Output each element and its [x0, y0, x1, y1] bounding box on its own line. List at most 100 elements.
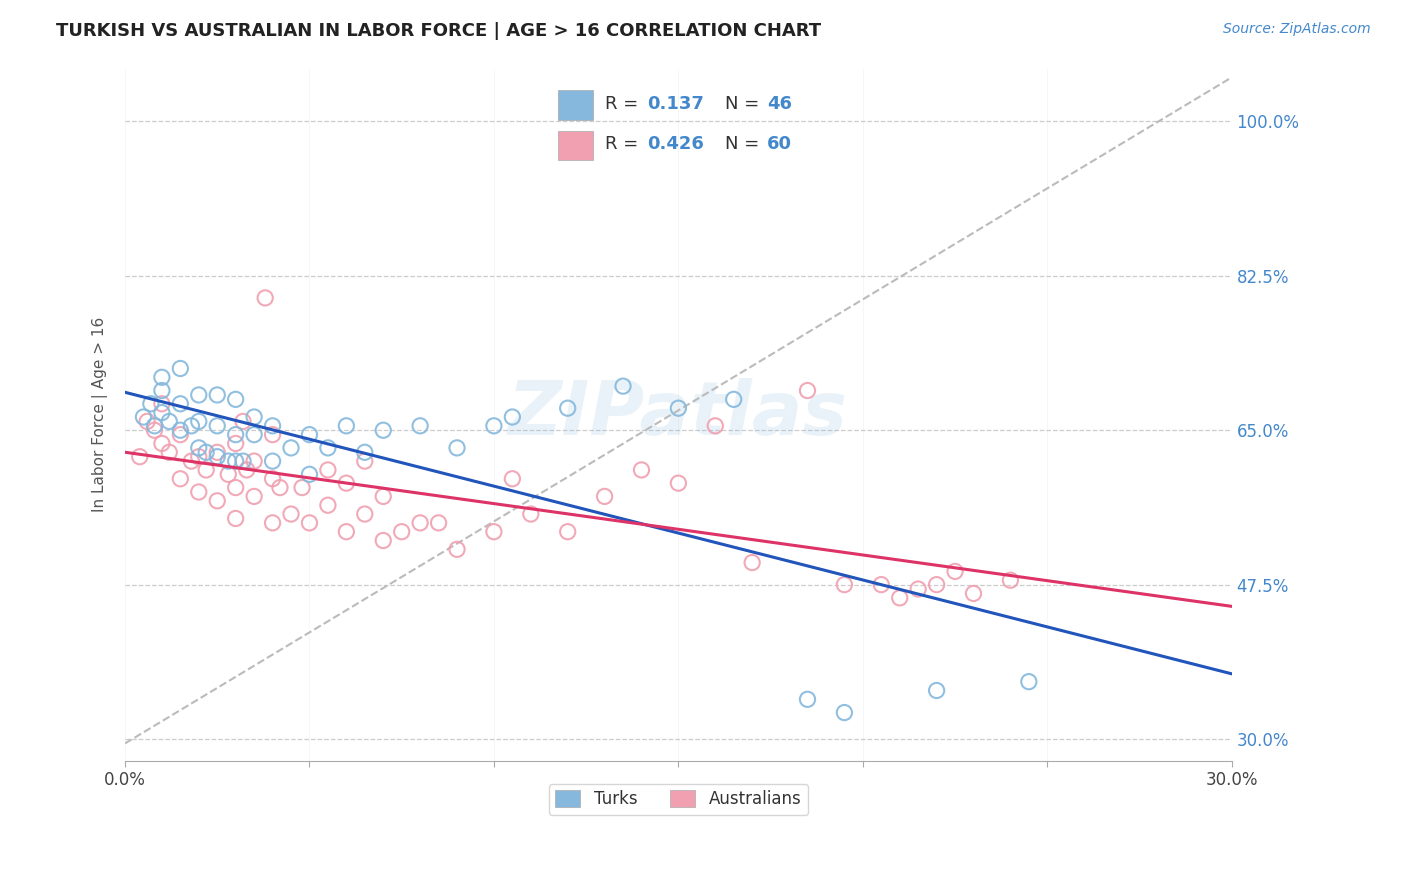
Point [262, 516, 284, 530]
Point [262, 427, 284, 442]
Point [225, 511, 247, 525]
Point [243, 409, 266, 424]
Point [335, 418, 357, 433]
Point [427, 516, 450, 530]
Point [316, 498, 339, 512]
Point [150, 406, 173, 420]
Point [298, 427, 321, 442]
Point [143, 418, 166, 433]
Point [195, 445, 218, 459]
Point [373, 490, 395, 504]
Point [280, 507, 302, 521]
Point [391, 524, 413, 539]
Point [157, 414, 180, 428]
Point [482, 524, 505, 539]
Point [557, 524, 579, 539]
Point [225, 392, 247, 407]
Point [373, 423, 395, 437]
Point [925, 683, 948, 698]
Point [446, 441, 468, 455]
Point [235, 463, 257, 477]
Point [612, 379, 634, 393]
Point [482, 418, 505, 433]
Point [169, 427, 191, 442]
Point [232, 414, 254, 428]
Point [187, 414, 209, 428]
Point [150, 397, 173, 411]
Point [132, 409, 155, 424]
Point [409, 418, 432, 433]
Point [870, 577, 893, 591]
Text: Source: ZipAtlas.com: Source: ZipAtlas.com [1223, 22, 1371, 37]
Text: ZIPatlas: ZIPatlas [509, 378, 848, 451]
Point [243, 490, 266, 504]
Point [501, 409, 523, 424]
Point [262, 418, 284, 433]
Point [446, 542, 468, 557]
Point [1000, 573, 1022, 587]
Point [187, 388, 209, 402]
Point [796, 384, 818, 398]
Point [254, 291, 277, 305]
Point [520, 507, 543, 521]
Point [316, 441, 339, 455]
Point [373, 533, 395, 548]
Point [225, 454, 247, 468]
Point [225, 481, 247, 495]
Point [907, 582, 929, 596]
Point [150, 370, 173, 384]
Point [335, 476, 357, 491]
Point [225, 436, 247, 450]
Point [889, 591, 911, 605]
Point [262, 472, 284, 486]
Point [925, 577, 948, 591]
Point [150, 384, 173, 398]
Point [143, 423, 166, 437]
Point [353, 507, 375, 521]
Point [205, 445, 228, 459]
Point [128, 450, 150, 464]
Point [280, 441, 302, 455]
Point [180, 418, 202, 433]
Point [187, 441, 209, 455]
Point [169, 472, 191, 486]
Point [169, 361, 191, 376]
Point [262, 454, 284, 468]
Point [943, 565, 966, 579]
Point [298, 516, 321, 530]
Point [1018, 674, 1040, 689]
Point [316, 463, 339, 477]
Point [243, 454, 266, 468]
Point [180, 454, 202, 468]
Point [195, 463, 218, 477]
Point [243, 427, 266, 442]
Point [962, 586, 984, 600]
Point [298, 467, 321, 482]
Point [139, 397, 162, 411]
Y-axis label: In Labor Force | Age > 16: In Labor Force | Age > 16 [93, 318, 108, 512]
Point [187, 485, 209, 500]
Point [205, 418, 228, 433]
Point [630, 463, 652, 477]
Point [796, 692, 818, 706]
Point [217, 454, 239, 468]
Point [741, 556, 763, 570]
Point [409, 516, 432, 530]
Point [187, 450, 209, 464]
Point [353, 454, 375, 468]
Point [723, 392, 745, 407]
Point [704, 418, 727, 433]
Point [353, 445, 375, 459]
Point [150, 436, 173, 450]
Point [269, 481, 291, 495]
Point [169, 423, 191, 437]
Point [557, 401, 579, 416]
Point [291, 481, 314, 495]
Point [217, 467, 239, 482]
Point [593, 490, 616, 504]
Point [169, 397, 191, 411]
Point [834, 706, 856, 720]
Point [136, 414, 159, 428]
Point [205, 388, 228, 402]
Text: TURKISH VS AUSTRALIAN IN LABOR FORCE | AGE > 16 CORRELATION CHART: TURKISH VS AUSTRALIAN IN LABOR FORCE | A… [56, 22, 821, 40]
